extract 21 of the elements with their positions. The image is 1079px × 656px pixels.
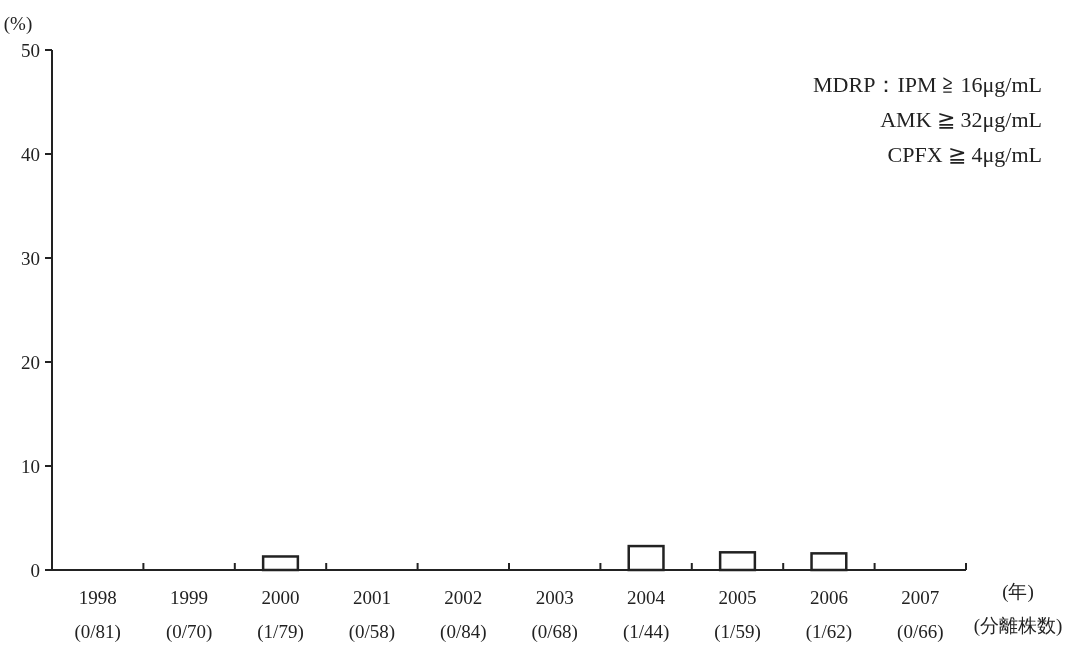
y-tick-label: 20 [21,352,40,373]
annotation: AMK ≧ 32μg/mL [880,107,1042,132]
x-tick-label: 1999 (0/70) [165,587,213,643]
y-tick-label: 30 [21,248,40,269]
x-tick-label: 2002 (0/84) [440,587,487,643]
x-axis-title: (年) (分離株数) [973,581,1063,637]
annotation: CPFX ≧ 4μg/mL [887,142,1042,167]
y-tick-label: 40 [21,144,40,165]
annotation: MDRP：IPM ≧ 16μg/mL [813,72,1042,97]
x-tick-label: 2004 (1/44) [622,587,670,643]
x-tick-label: 2001 (0/58) [348,587,396,643]
x-tick-label: 2006 (1/62) [805,587,853,643]
x-tick-label: 2007 (0/66) [897,587,944,643]
y-tick-label: 10 [21,456,40,477]
x-tick-label: 2003 (0/68) [531,587,578,643]
y-tick-label: 0 [30,560,40,581]
y-tick-label: 50 [21,40,40,61]
x-tick-label: 1998 (0/81) [74,587,121,643]
y-axis-title: (%) [3,13,33,35]
x-tick-label: 2005 (1/59) [714,587,761,643]
x-tick-label: 2000 (1/79) [257,587,304,643]
